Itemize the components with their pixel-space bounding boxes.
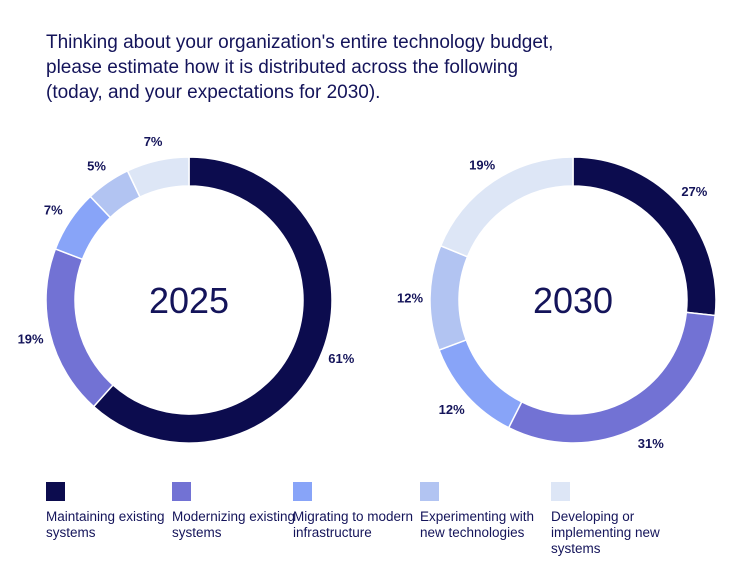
slice-0-0 — [92, 156, 333, 444]
legend-swatch — [293, 482, 312, 501]
data-label-1-1: 31% — [638, 436, 664, 451]
legend-swatch — [420, 482, 439, 501]
legend-label: Experimenting with new technologies — [420, 509, 535, 540]
data-label-0-1: 19% — [18, 331, 44, 346]
legend-item: Maintaining existing systems — [46, 482, 176, 541]
legend-swatch — [46, 482, 65, 501]
legend-label: Migrating to modern infrastructure — [293, 509, 414, 540]
data-label-0-4: 7% — [144, 134, 163, 149]
center-label-0: 2025 — [149, 280, 229, 321]
data-label-1-2: 12% — [439, 402, 465, 417]
legend-swatch — [551, 482, 570, 501]
chart-title: Thinking about your organization's entir… — [46, 32, 554, 103]
slice-1-4 — [439, 156, 574, 258]
slice-1-3 — [429, 244, 469, 352]
data-label-0-0: 61% — [328, 351, 354, 366]
legend-swatch — [172, 482, 191, 501]
legend-item: Modernizing existing systems — [172, 482, 302, 541]
legend-item: Developing or implementing new systems — [551, 482, 681, 557]
data-label-1-3: 12% — [397, 290, 423, 305]
data-label-1-0: 27% — [681, 184, 707, 199]
slice-0-4 — [126, 156, 190, 199]
legend-label: Modernizing existing systems — [172, 509, 296, 540]
data-label-1-4: 19% — [469, 158, 495, 173]
legend-item: Experimenting with new technologies — [420, 482, 550, 541]
legend-label: Maintaining existing systems — [46, 509, 165, 540]
slice-0-1 — [45, 247, 115, 408]
slice-1-1 — [507, 311, 716, 444]
center-label-1: 2030 — [533, 280, 613, 321]
legend-item: Migrating to modern infrastructure — [293, 482, 423, 541]
data-label-0-2: 7% — [44, 203, 63, 218]
data-label-0-3: 5% — [87, 159, 106, 174]
legend-label: Developing or implementing new systems — [551, 509, 660, 556]
